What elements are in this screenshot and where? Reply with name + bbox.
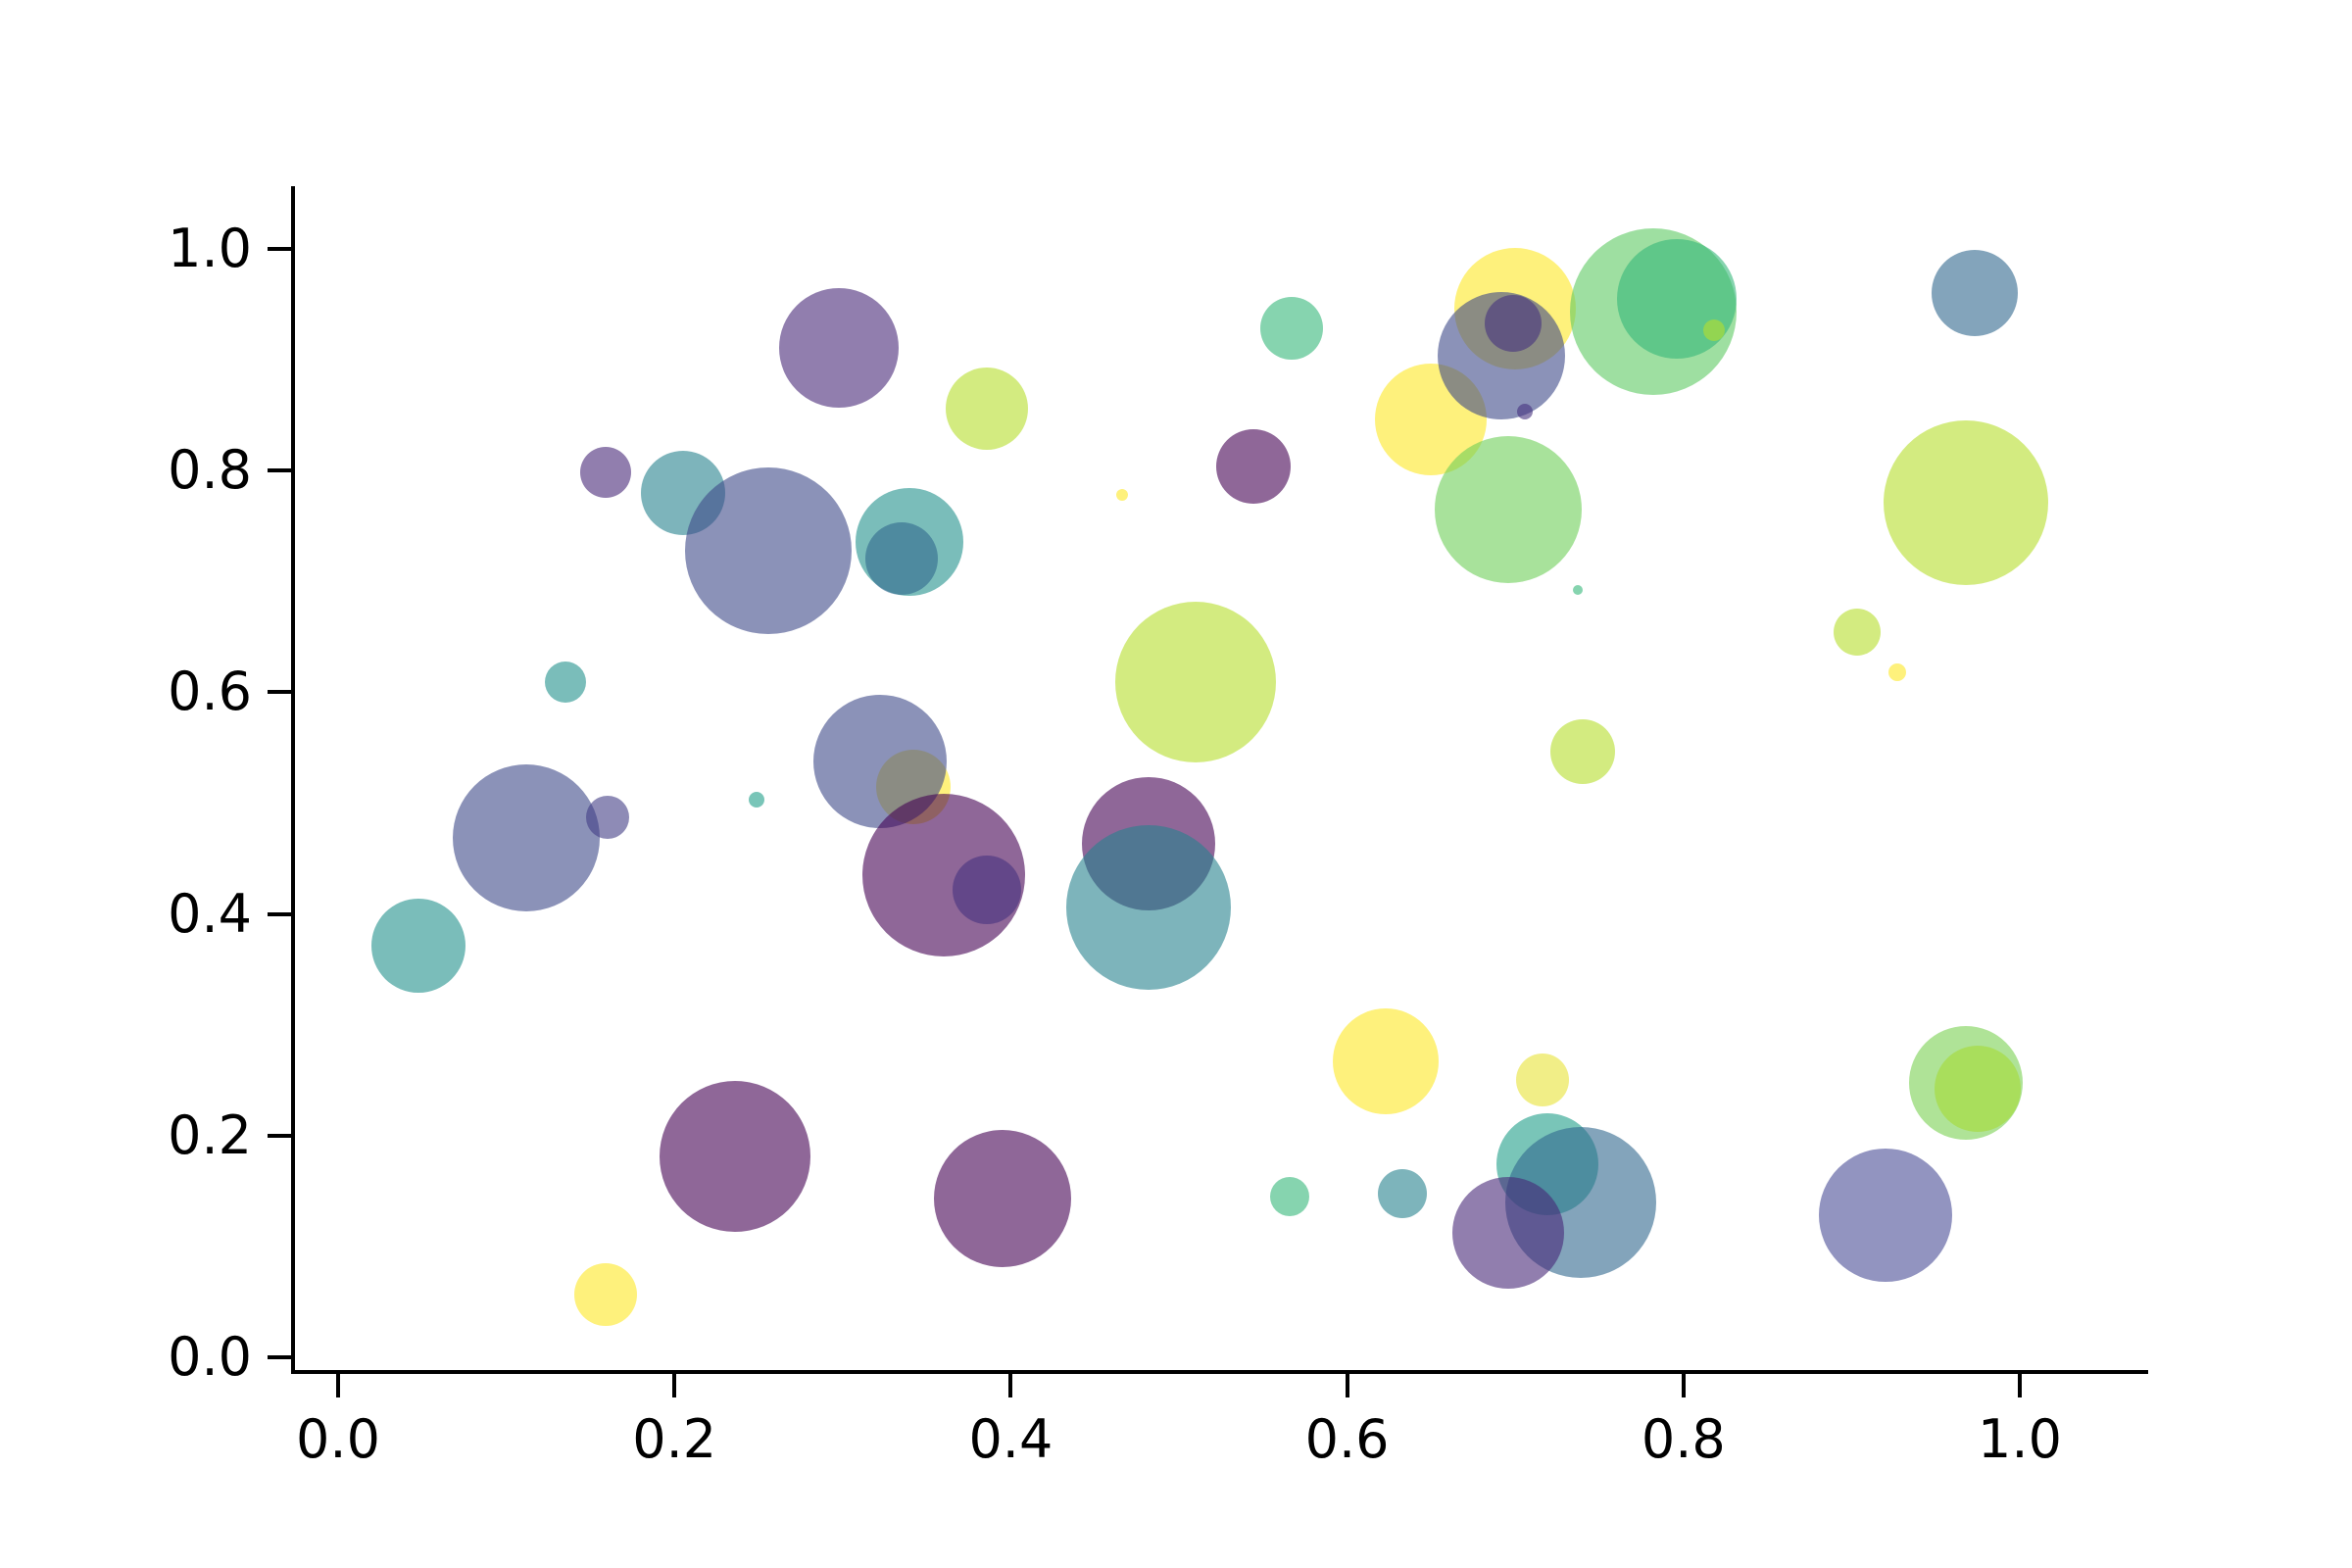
y-tick-label: 0.8: [168, 439, 252, 502]
x-tick-mark: [336, 1374, 340, 1397]
scatter-point: [579, 447, 631, 499]
scatter-point: [1887, 663, 1906, 682]
y-tick-label: 0.0: [168, 1326, 252, 1388]
scatter-point: [1452, 1177, 1565, 1290]
scatter-point: [1435, 435, 1583, 583]
scatter-point: [1935, 1046, 2022, 1133]
x-tick-mark: [1008, 1374, 1013, 1397]
scatter-point: [544, 662, 586, 704]
x-tick-mark: [672, 1374, 677, 1397]
x-tick-mark: [1345, 1374, 1349, 1397]
scatter-point: [1215, 428, 1291, 504]
y-tick-mark: [268, 911, 291, 916]
scatter-point: [749, 792, 765, 808]
scatter-point: [1616, 238, 1737, 359]
scatter-point: [1333, 1008, 1440, 1115]
scatter-point: [573, 1262, 637, 1326]
y-tick-mark: [268, 1355, 291, 1359]
x-tick-mark: [2018, 1374, 2022, 1397]
scatter-point: [946, 367, 1029, 450]
scatter-point: [659, 1081, 810, 1233]
scatter-point: [1115, 602, 1277, 763]
scatter-point: [453, 763, 601, 911]
y-tick-mark: [268, 468, 291, 473]
y-tick-label: 1.0: [168, 218, 252, 279]
scatter-point: [1549, 719, 1615, 785]
scatter-point: [933, 1130, 1071, 1268]
x-tick-label: 1.0: [1978, 1408, 2062, 1470]
scatter-point: [1572, 585, 1583, 596]
scatter-point: [1115, 489, 1128, 502]
y-tick-label: 0.4: [168, 882, 252, 945]
y-axis-spine: [291, 186, 295, 1374]
scatter-point: [1702, 318, 1725, 341]
y-tick-label: 0.2: [168, 1103, 252, 1166]
scatter-point: [1833, 609, 1881, 657]
x-tick-label: 0.6: [1304, 1408, 1390, 1470]
x-tick-label: 0.8: [1641, 1408, 1726, 1470]
scatter-point: [1270, 1177, 1310, 1216]
scatter-point: [953, 855, 1022, 924]
scatter-point: [1066, 824, 1232, 990]
scatter-point: [1884, 419, 2049, 585]
x-axis-spine: [291, 1370, 2148, 1374]
scatter-point: [371, 899, 466, 994]
scatter-point: [864, 521, 938, 595]
x-tick-label: 0.2: [632, 1408, 717, 1470]
scatter-point: [1931, 250, 2018, 337]
scatter-point: [1485, 294, 1543, 352]
x-tick-mark: [1681, 1374, 1686, 1397]
y-tick-label: 0.6: [168, 661, 252, 723]
scatter-point: [1378, 1168, 1428, 1218]
scatter-point: [1515, 1054, 1569, 1107]
x-tick-label: 0.0: [296, 1408, 380, 1470]
scatter-point: [585, 796, 629, 840]
scatter-point: [685, 466, 853, 634]
scatter-point: [1259, 297, 1323, 361]
y-tick-mark: [268, 690, 291, 695]
scatter-point: [779, 287, 900, 408]
scatter-point: [1517, 404, 1534, 420]
y-tick-mark: [268, 247, 291, 251]
x-tick-label: 0.4: [968, 1408, 1054, 1470]
scatter-point: [1818, 1149, 1952, 1283]
y-tick-mark: [268, 1133, 291, 1138]
